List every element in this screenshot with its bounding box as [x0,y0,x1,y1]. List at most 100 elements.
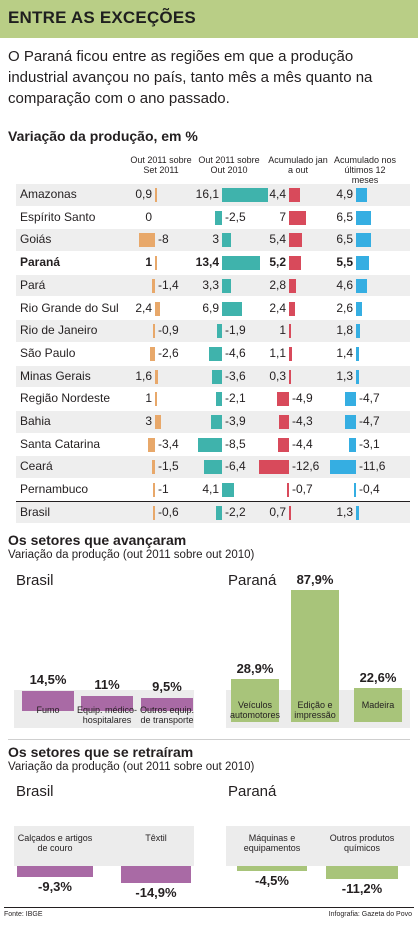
table-bar [155,188,157,202]
table-cell-value: 13,4 [195,255,219,270]
table-cell-value: 1,3 [336,504,353,519]
table-row-background [16,274,410,297]
table-row-background [16,320,410,342]
table-cell-value: -3,1 [359,436,380,451]
table-bar [289,346,292,361]
table-bar [222,483,234,498]
retracted-parana-panel [226,826,410,866]
table-cell-value: -8 [158,232,169,247]
row-name: Brasil [20,504,51,519]
retracted-brasil-label: Brasil [16,783,54,800]
table-bar [139,233,155,248]
table-bar [210,415,222,429]
advanced-parana-bar [231,678,279,722]
row-name: Espírito Santo [20,209,96,224]
table-bar [356,233,371,248]
table-bar [222,233,231,248]
retracted-brasil-value: -14,9% [135,885,177,901]
table-cell-value: -2,2 [225,504,246,519]
table-cell-value: 0 [145,209,152,224]
table-bar [211,369,222,384]
row-name: Pará [20,277,46,292]
table-bar [356,188,368,202]
table-bar [289,301,295,316]
advanced-brasil-category: Equip. médico-hospitalares [76,705,138,725]
table-bar [289,210,306,225]
table-cell-value: -8,5 [225,436,246,451]
variation-table: Out 2011 sobre Set 2011 Out 2011 sobre Ou… [16,155,410,524]
row-name: Região Nordeste [20,391,111,406]
table-cell-value: -2,1 [225,391,246,406]
table-cell-value: 1,6 [135,368,152,383]
advanced-parana-label: Paraná [228,572,277,589]
table-cell-value: 3 [145,414,152,428]
table-cell-value: -12,6 [292,459,320,474]
table-cell-value: -1,5 [158,459,179,474]
table-bar [289,324,292,339]
table-bar [222,188,268,202]
advanced-parana-value: 22,6% [359,670,397,686]
advanced-brasil-bar [81,696,133,711]
table-bar [289,188,300,202]
table-bar [356,369,359,384]
table-bar [155,415,161,429]
row-name: Pernambuco [20,482,89,497]
table-bar [289,256,302,271]
table-row-background [16,184,410,206]
table-bar [216,324,222,339]
table-bar [214,210,222,225]
table-bar [153,483,155,498]
table-cell-value: -6,4 [225,459,246,474]
table-bar [259,460,289,475]
table-cell-value: -0,9 [158,323,179,338]
table-bar [356,301,362,316]
table-cell-value: -3,4 [158,436,179,451]
table-row-background [16,229,410,252]
table-bar [153,505,155,520]
table-cell-value: 6,5 [336,209,353,224]
column-header: Acumulado nos últimos 12 meses [333,155,397,185]
table-bar [155,301,160,316]
advanced-brasil-bar [22,691,74,711]
table-bar [330,460,356,475]
retracted-brasil-bar [121,866,191,884]
table-cell-value: 6,9 [202,300,219,315]
row-name: São Paulo [20,345,76,360]
retracted-brasil-value: -9,3% [38,878,72,894]
table-cell-value: 1 [145,255,152,270]
table-cell-value: 1 [279,323,286,338]
advanced-brasil-category: Outros equip. de transporte [139,705,195,725]
table-cell-value: -11,6 [359,459,386,474]
intro-text: O Paraná ficou entre as regiões em que a… [8,48,373,107]
column-header: Out 2011 sobre Out 2010 [198,155,260,175]
table-bar [278,415,289,429]
table-bar [153,324,155,339]
row-name: Minas Gerais [20,368,91,383]
footer-rule [4,907,414,908]
advanced-title: Os setores que avançaram [8,532,187,548]
retracted-parana-bar [326,866,398,880]
retracted-brasil-panel [14,826,194,866]
table-cell-value: -4,4 [292,436,313,451]
table-bar [222,256,261,271]
table-cell-value: 4,9 [336,187,353,201]
table-cell-value: 2,6 [336,300,353,315]
row-name: Ceará [20,459,53,474]
row-name: Rio Grande do Sul [20,300,119,315]
table-cell-value: 0,7 [269,504,286,519]
table-cell-value: -0,7 [292,482,313,497]
table-bar [155,392,157,407]
advanced-subtitle: Variação da produção (out 2011 sobre out… [8,549,255,561]
table-bar [289,369,291,384]
advanced-parana-value: 28,9% [236,660,274,676]
table-cell-value: 5,4 [269,232,286,247]
table-cell-value: -1,9 [225,323,246,338]
table-cell-value: -1 [158,482,169,497]
table-bar [149,346,155,361]
retracted-parana-category: Outros produtos químicos [329,833,395,853]
retracted-brasil-category: Têxtil [145,833,167,843]
table-cell-value: 2,8 [269,277,286,292]
table-cell-value: 6,5 [336,232,353,247]
advanced-brasil-value: 14,5% [29,672,67,688]
advanced-parana-category: Veículos automotores [229,700,281,720]
